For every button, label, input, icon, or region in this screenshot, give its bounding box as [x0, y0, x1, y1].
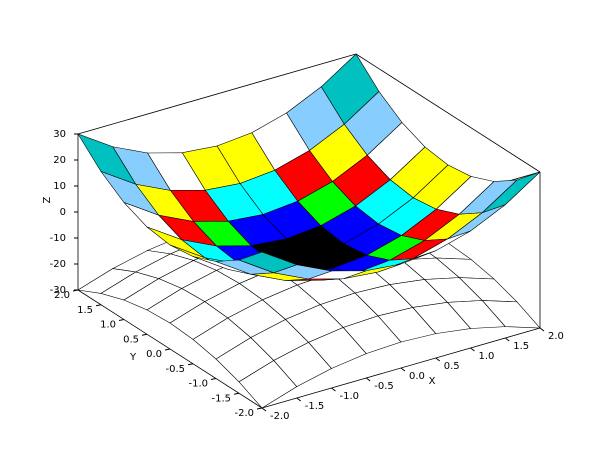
y-tick-label: 1.5	[77, 305, 93, 316]
x-tick	[539, 327, 545, 332]
x-tick-label: 1.0	[479, 351, 495, 362]
x-tick-label: 0.0	[409, 371, 425, 382]
y-tick	[256, 407, 263, 410]
x-tick-label: 1.5	[513, 341, 529, 352]
z-tick-label: -30	[50, 285, 66, 296]
y-tick-label: 0.5	[123, 334, 139, 345]
z-tick-label: 30	[53, 129, 66, 140]
y-tick	[95, 304, 102, 307]
y-tick-label: 0.0	[146, 349, 162, 360]
x-tick-label: -0.5	[374, 381, 394, 392]
x-axis-label: X	[429, 376, 436, 387]
x-tick	[400, 367, 406, 372]
y-tick-label: 2.0	[54, 290, 70, 301]
z-tick-label: 10	[53, 181, 66, 192]
y-tick	[118, 319, 125, 321]
x-tick	[331, 387, 336, 392]
z-axis-label: Z	[42, 196, 53, 203]
y-tick-label: -0.5	[165, 364, 185, 375]
z-tick-label: 20	[53, 155, 66, 166]
y-tick	[187, 363, 194, 366]
x-tick	[261, 407, 267, 412]
x-tick-label: -1.5	[305, 401, 325, 412]
x-tick	[435, 357, 441, 362]
surface-facet	[238, 251, 298, 274]
y-tick-label: -1.5	[211, 393, 231, 404]
surface-facet	[238, 360, 298, 409]
x-tick-label: 0.5	[444, 361, 460, 372]
x-tick	[296, 397, 302, 402]
x-tick	[365, 377, 371, 382]
x-tick-label: -1.0	[340, 391, 360, 402]
y-axis-label: Y	[129, 352, 137, 363]
y-tick-label: -2.0	[234, 408, 254, 419]
x-tick	[470, 347, 475, 352]
y-tick-label: 1.0	[100, 320, 116, 331]
y-tick	[233, 392, 240, 395]
x-tick-label: 2.0	[548, 331, 564, 342]
y-tick	[141, 333, 148, 336]
y-tick	[210, 378, 217, 380]
z-tick-label: -20	[50, 259, 66, 270]
x-tick	[504, 337, 510, 342]
x-tick-label: -2.0	[270, 411, 290, 422]
y-tick	[164, 348, 171, 351]
z-tick-label: 0	[60, 207, 66, 218]
box-edge	[77, 53, 357, 135]
y-tick-label: -1.0	[188, 379, 208, 390]
box-edge	[355, 53, 541, 173]
z-tick-label: -10	[50, 233, 66, 244]
